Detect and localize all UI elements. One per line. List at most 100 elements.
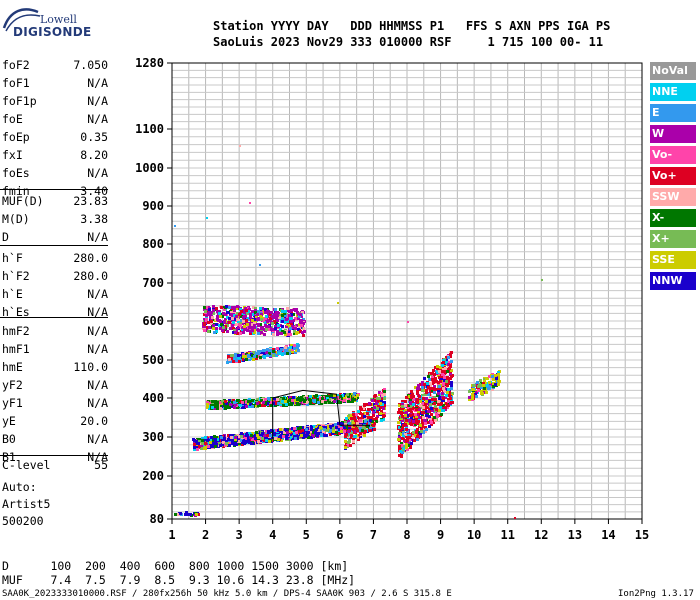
echo-point bbox=[476, 381, 479, 384]
echo-point bbox=[231, 324, 234, 327]
echo-point bbox=[350, 395, 353, 398]
echo-point bbox=[416, 401, 419, 404]
echo-point bbox=[237, 356, 240, 359]
echo-point bbox=[266, 348, 269, 351]
echo-point bbox=[402, 432, 405, 435]
echo-point bbox=[410, 411, 413, 414]
echo-point bbox=[276, 347, 279, 350]
echo-point bbox=[416, 387, 419, 390]
echo-point bbox=[289, 428, 292, 431]
y-tick-label: 400 bbox=[142, 391, 164, 405]
echo-point bbox=[265, 439, 268, 442]
echo-point bbox=[447, 363, 450, 366]
echo-point bbox=[398, 404, 401, 407]
y-tick-label: 1000 bbox=[135, 161, 164, 175]
echo-point bbox=[228, 358, 231, 361]
echo-point bbox=[446, 377, 449, 380]
echo-point bbox=[254, 311, 257, 314]
echo-point bbox=[417, 420, 420, 423]
echo-point bbox=[411, 393, 414, 396]
echo-point bbox=[219, 407, 222, 410]
echo-point bbox=[448, 391, 451, 394]
echo-point bbox=[279, 436, 282, 439]
echo-point bbox=[450, 369, 453, 372]
echo-point bbox=[290, 344, 293, 347]
echo-point bbox=[206, 405, 209, 408]
echo-point bbox=[327, 425, 330, 428]
echo-point bbox=[497, 376, 500, 379]
echo-point bbox=[423, 428, 426, 431]
echo-point bbox=[267, 430, 270, 433]
echo-point bbox=[416, 398, 419, 401]
echo-point bbox=[472, 388, 475, 391]
x-tick-label: 13 bbox=[568, 528, 582, 542]
echo-point bbox=[214, 400, 217, 403]
echo-point bbox=[276, 314, 279, 317]
echo-point bbox=[442, 368, 445, 371]
echo-point bbox=[262, 309, 265, 312]
echo-point bbox=[492, 382, 495, 385]
echo-point bbox=[424, 393, 427, 396]
legend-item-x-: X+ bbox=[650, 230, 696, 248]
echo-point bbox=[208, 407, 211, 410]
echo-point bbox=[255, 352, 258, 355]
echo-point bbox=[269, 313, 272, 316]
param-name: h`F2 bbox=[2, 269, 30, 283]
echo-point bbox=[415, 431, 418, 434]
echo-point bbox=[430, 407, 433, 410]
echo-point bbox=[285, 325, 288, 328]
echo-point bbox=[230, 354, 233, 357]
echo-point bbox=[211, 445, 214, 448]
echo-point bbox=[204, 436, 207, 439]
echo-point bbox=[442, 359, 445, 362]
echo-point bbox=[210, 320, 213, 323]
echo-point bbox=[366, 425, 369, 428]
footer-muf-row: MUF 7.4 7.5 7.9 8.5 9.3 10.6 14.3 23.8 [… bbox=[2, 573, 356, 587]
echo-point bbox=[215, 307, 218, 310]
echo-point bbox=[319, 426, 322, 429]
echo-point bbox=[224, 439, 227, 442]
echo-point bbox=[319, 429, 322, 432]
echo-point bbox=[251, 354, 254, 357]
echo-point bbox=[406, 422, 409, 425]
echo-point bbox=[274, 327, 277, 330]
echo-point bbox=[324, 401, 327, 404]
echo-point bbox=[268, 321, 271, 324]
echo-point bbox=[291, 433, 294, 436]
echo-point bbox=[421, 404, 424, 407]
echo-point bbox=[322, 430, 325, 433]
echo-point bbox=[425, 389, 428, 392]
echo-point bbox=[378, 391, 381, 394]
echo-point bbox=[406, 435, 409, 438]
echo-point bbox=[432, 421, 435, 424]
echo-point bbox=[272, 430, 275, 433]
echo-point bbox=[442, 407, 445, 410]
echo-point bbox=[268, 352, 271, 355]
echo-point bbox=[425, 400, 428, 403]
echo-point bbox=[376, 397, 379, 400]
echo-point bbox=[374, 394, 377, 397]
echo-point bbox=[420, 430, 423, 433]
echo-point bbox=[300, 319, 303, 322]
echo-point bbox=[289, 349, 292, 352]
echo-point bbox=[275, 401, 278, 404]
echo-point bbox=[405, 446, 408, 449]
echo-point bbox=[248, 328, 251, 331]
echo-point bbox=[475, 384, 478, 387]
echo-point bbox=[404, 423, 407, 426]
echo-point bbox=[251, 310, 254, 313]
echo-point bbox=[233, 307, 236, 310]
echo-point bbox=[300, 396, 303, 399]
echo-point bbox=[376, 410, 379, 413]
echo-point bbox=[475, 391, 478, 394]
echo-point bbox=[279, 403, 282, 406]
echo-point bbox=[279, 328, 282, 331]
echo-point bbox=[285, 330, 288, 333]
echo-point bbox=[474, 393, 477, 396]
echo-point bbox=[310, 426, 313, 429]
echo-point bbox=[251, 313, 254, 316]
echo-point bbox=[438, 397, 441, 400]
echo-point bbox=[301, 331, 304, 334]
echo-point bbox=[308, 398, 311, 401]
echo-point bbox=[271, 322, 274, 325]
